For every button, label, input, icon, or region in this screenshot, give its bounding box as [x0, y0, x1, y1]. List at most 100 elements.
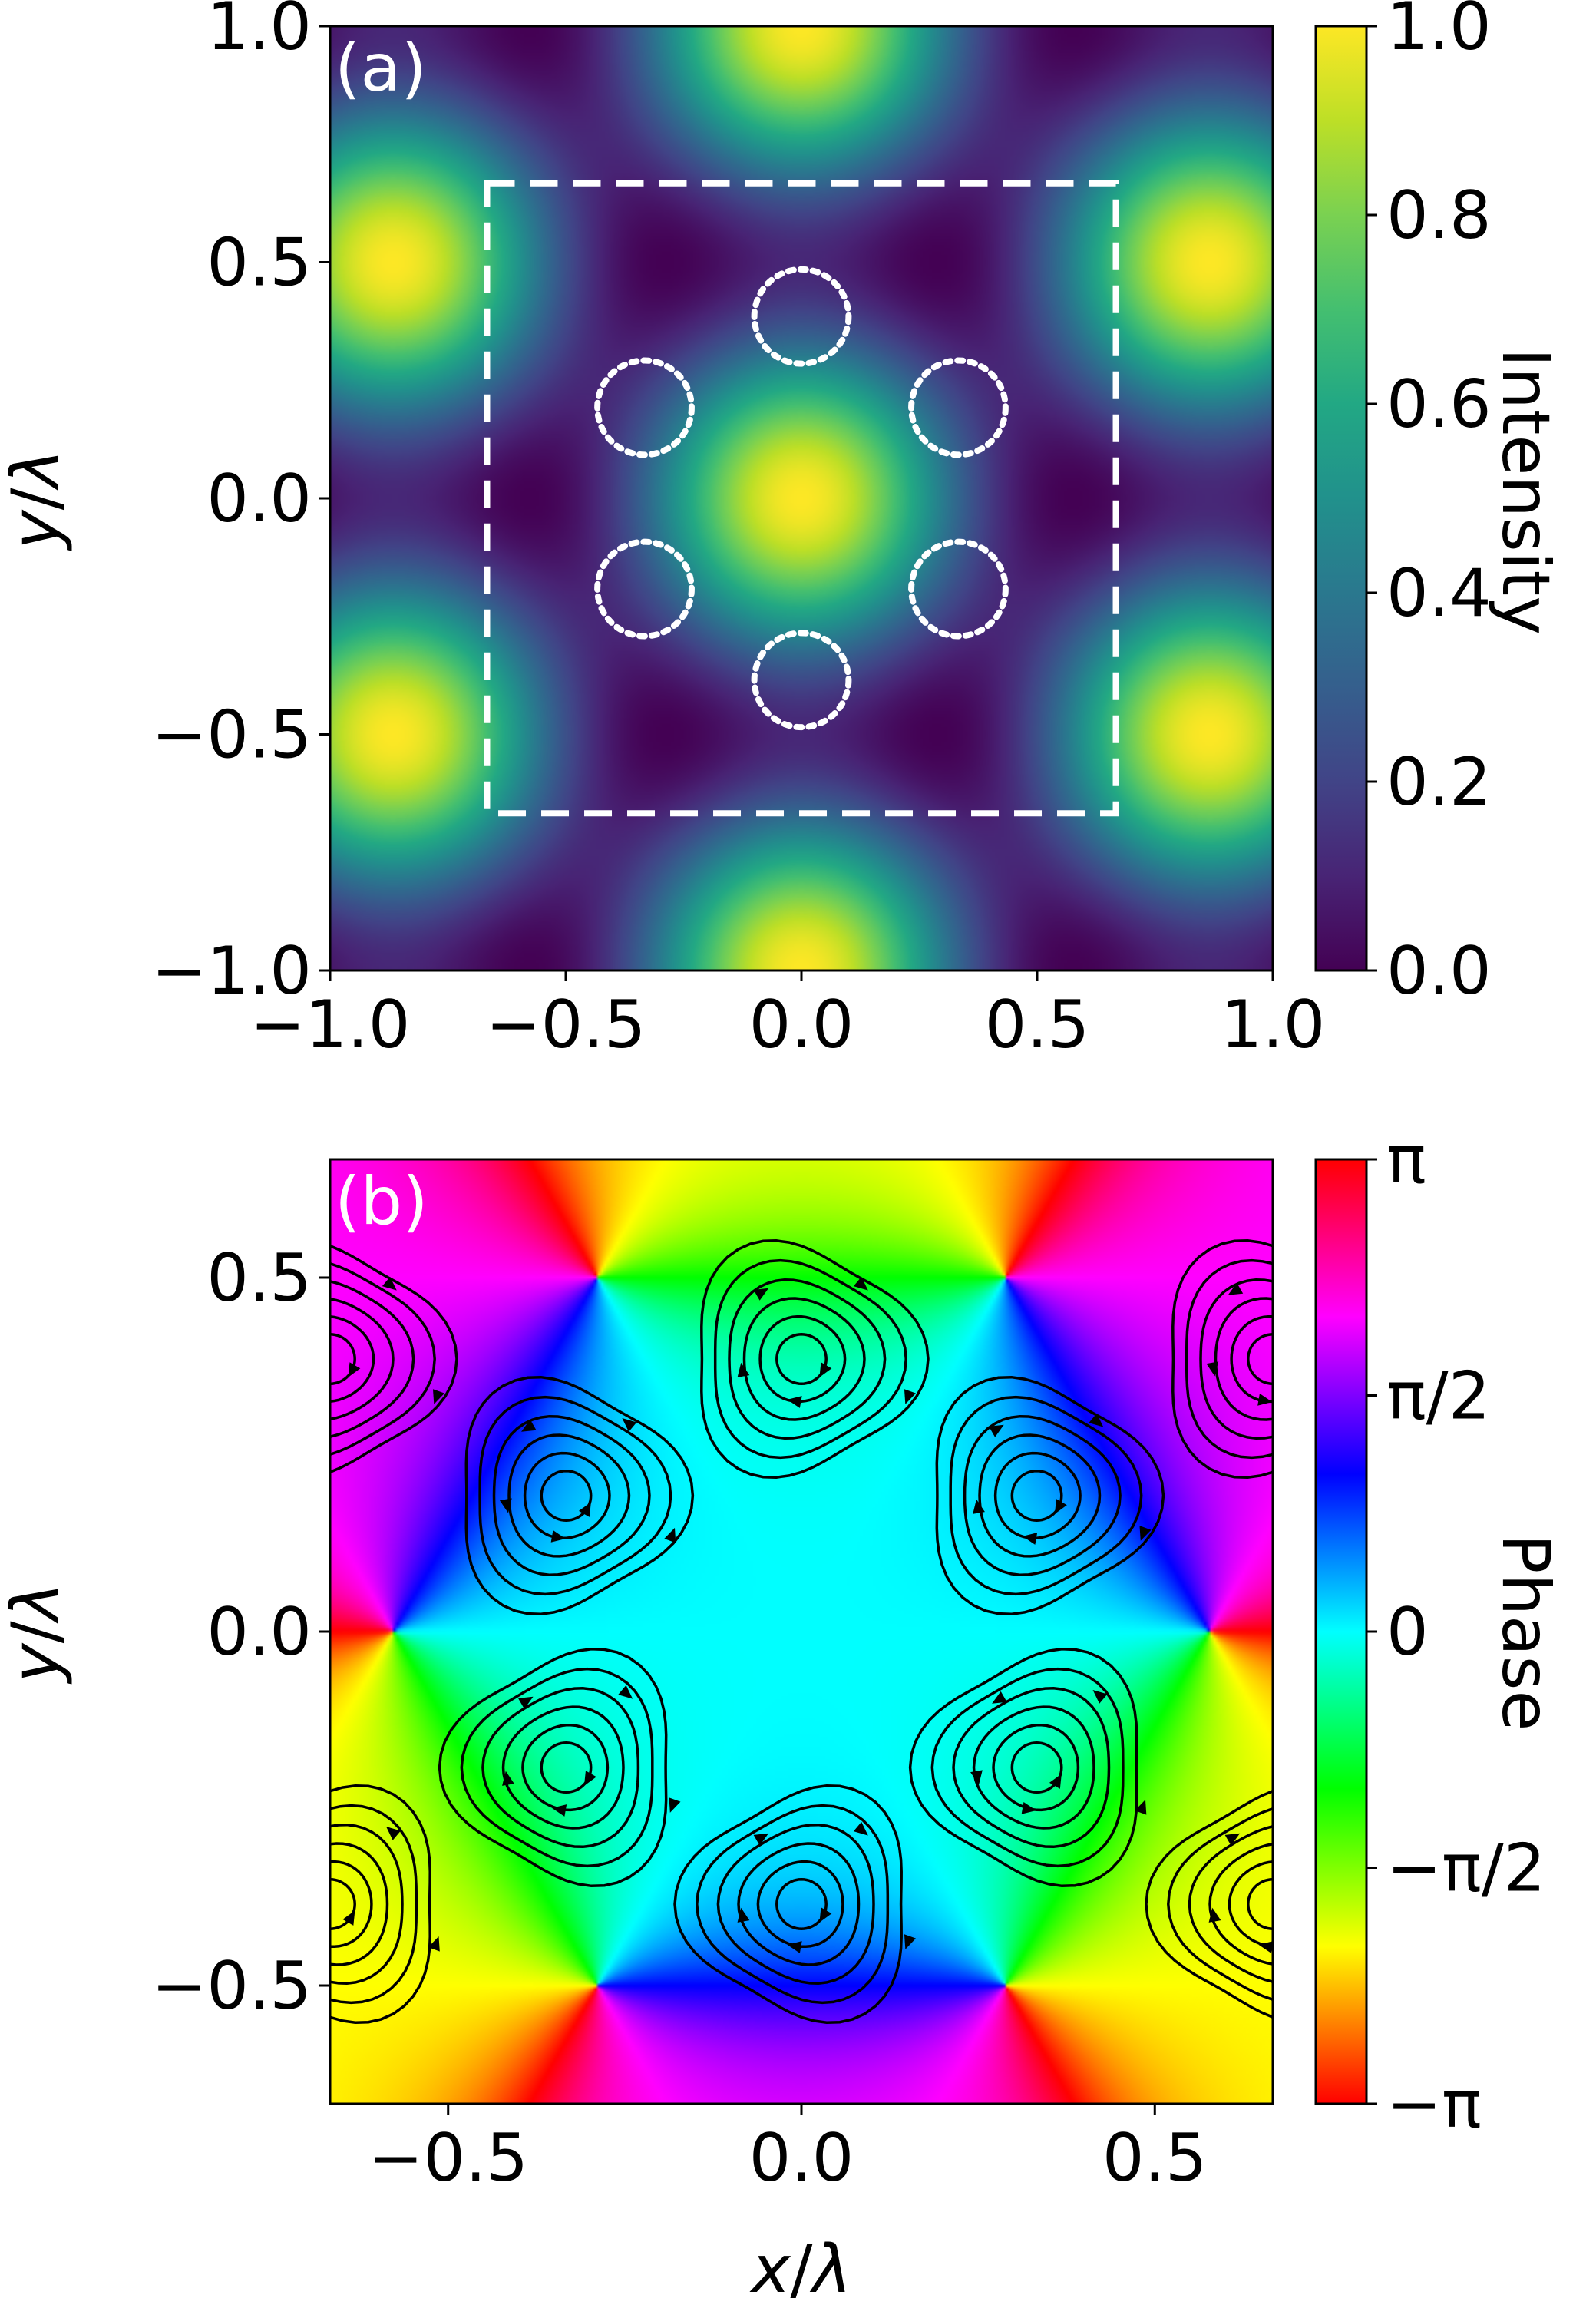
- colorbar-tick-label: π: [1386, 1122, 1426, 1199]
- streamline: [1199, 1278, 1273, 1440]
- streamline-arrow: [787, 1396, 802, 1408]
- streamline: [1188, 1824, 1273, 1983]
- streamline-arrow: [342, 1910, 355, 1926]
- streamline: [713, 1258, 907, 1460]
- streamline: [1228, 1860, 1273, 1948]
- streamline: [1214, 1297, 1273, 1421]
- streamline-arrow: [904, 1934, 916, 1949]
- streamline-arrow: [618, 1685, 633, 1699]
- streamline-arrow: [973, 1499, 985, 1514]
- streamline-arrow: [386, 1827, 401, 1840]
- streamline: [438, 1648, 668, 1888]
- streamline-arrow: [1089, 1413, 1104, 1427]
- streamline: [758, 1314, 847, 1404]
- streamline: [1230, 1314, 1273, 1404]
- streamline: [330, 1842, 389, 1966]
- y-tick-label: −0.5: [151, 697, 312, 774]
- streamline-arrow: [753, 1288, 769, 1301]
- streamline: [540, 1741, 593, 1794]
- streamline-arrow: [853, 1276, 868, 1291]
- x-tick-label: 0.5: [1102, 2120, 1208, 2197]
- intensity-heatmap: [330, 26, 1273, 970]
- vortex-circle: [908, 538, 1009, 640]
- streamline: [481, 1687, 640, 1849]
- streamline: [1167, 1807, 1273, 2002]
- streamline-arrow: [669, 1797, 681, 1813]
- streamline-arrow: [263, 1361, 278, 1377]
- streamline: [330, 1823, 404, 1985]
- panel-a: −1.0 −0.5 0.0 0.5 1.0 −1.0 −0.5 0.0 0.5 1.0 (a) y…: [0, 0, 1564, 1063]
- streamline-arrow: [1285, 1362, 1303, 1381]
- colorbar-tick-label: −π/2: [1386, 1830, 1546, 1907]
- streamline: [507, 1433, 631, 1558]
- dashed-unit-cell-box: [484, 180, 1119, 817]
- streamline: [1171, 1239, 1273, 1479]
- streamline-arrow: [992, 1691, 1007, 1704]
- streamline-arrow: [853, 1821, 868, 1836]
- streamline: [673, 1784, 903, 2024]
- streamline: [737, 1842, 861, 1966]
- streamline: [521, 1723, 610, 1812]
- streamline-arrow: [578, 1502, 591, 1517]
- x-tick-label: −0.5: [368, 2120, 528, 2197]
- streamline: [716, 1823, 875, 1985]
- streamline: [728, 1278, 887, 1440]
- streamline-arrow: [787, 1941, 802, 1953]
- streamline: [993, 1451, 1082, 1540]
- streamline: [935, 1375, 1165, 1615]
- streamlines: [263, 1239, 1387, 2024]
- streamline: [992, 1723, 1080, 1812]
- streamline-arrow: [330, 1396, 331, 1408]
- streamline-arrow: [428, 1936, 440, 1952]
- phase-colorbar: [1314, 1158, 1368, 2105]
- streamline-arrow: [819, 1362, 832, 1377]
- streamline: [330, 1244, 458, 1474]
- streamline-arrow: [583, 1771, 596, 1786]
- streamline-arrow: [1023, 1533, 1038, 1545]
- streamline-arrow: [1371, 1934, 1387, 1951]
- streamline-arrow: [904, 1389, 916, 1404]
- colorbar-tick-label: 0: [1386, 1594, 1429, 1671]
- streamline: [478, 1395, 672, 1596]
- streamline-arrow: [1135, 1799, 1147, 1815]
- colorbar-tick-label: 0.2: [1386, 744, 1492, 821]
- vortex-circle: [594, 538, 695, 640]
- streamline: [696, 1804, 890, 2005]
- streamline-arrow: [737, 1362, 750, 1377]
- x-tick-label: 1.0: [1221, 987, 1326, 1063]
- streamline: [330, 1261, 436, 1457]
- colorbar-tick-label: 0.6: [1386, 366, 1492, 443]
- streamline-arrow: [1208, 1907, 1221, 1923]
- y-tick-label: 0.0: [207, 1594, 312, 1671]
- intensity-colorbar: [1314, 25, 1368, 972]
- streamline: [1145, 1789, 1273, 2019]
- vortex-circle: [908, 357, 1009, 458]
- streamline-arrow: [499, 1498, 512, 1513]
- streamline: [1010, 1469, 1063, 1522]
- streamline: [930, 1667, 1125, 1868]
- streamline-arrow: [502, 1771, 514, 1786]
- y-tick-label: 0.0: [207, 461, 312, 537]
- streamline: [464, 1375, 695, 1615]
- streamline-arrow: [348, 1362, 361, 1377]
- streamline: [330, 1333, 356, 1385]
- panel-b-y-axis-label: y/λ: [0, 1582, 74, 1685]
- y-tick-label: 1.0: [207, 0, 312, 65]
- x-tick-label: 0.5: [985, 987, 1090, 1063]
- phase-colorbar-ticks: −π −π/2 0 π/2 π: [1366, 1122, 1546, 2143]
- panel-b-axes: −0.5 0.0 0.5 −0.5 0.0 0.5: [151, 1240, 1207, 2197]
- panel-b: −0.5 0.0 0.5 −0.5 0.0 0.5 (b) y/λ x/λ −π −π/2 0…: [0, 1122, 1564, 2308]
- streamline-arrow: [970, 1770, 983, 1785]
- streamline-arrow: [737, 1907, 750, 1923]
- y-tick-label: 0.5: [207, 1240, 312, 1317]
- streamline: [972, 1705, 1095, 1830]
- panel-a-label: (a): [335, 30, 427, 107]
- streamline: [492, 1414, 651, 1576]
- streamline: [1010, 1741, 1063, 1794]
- streamline-arrow: [263, 1906, 278, 1923]
- streamline-arrow: [664, 1527, 676, 1543]
- streamline-arrow: [432, 1389, 444, 1404]
- colorbar-tick-label: 0.0: [1386, 933, 1492, 1010]
- streamline-arrow: [1371, 1389, 1387, 1406]
- streamline-arrow: [1054, 1499, 1067, 1514]
